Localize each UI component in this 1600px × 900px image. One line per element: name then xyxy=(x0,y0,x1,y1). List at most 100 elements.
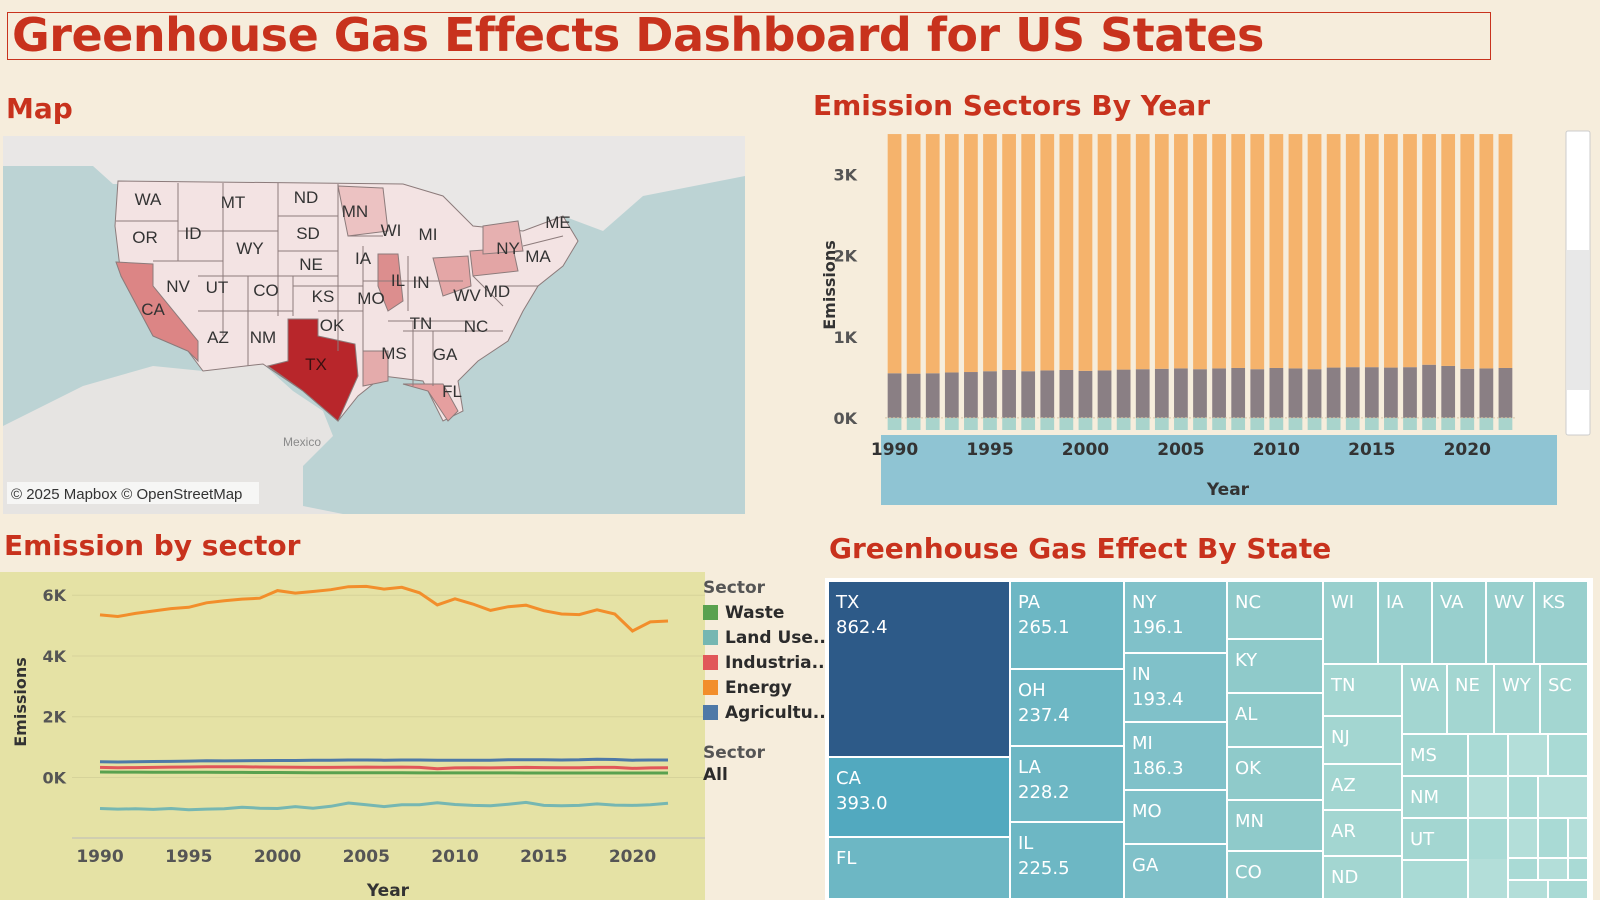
bar-segment-2013-1[interactable] xyxy=(1326,367,1341,418)
treemap-cell-ia[interactable]: IA xyxy=(1379,582,1433,665)
bar-segment-1990-2[interactable] xyxy=(887,134,902,374)
treemap-cell-fl[interactable]: FL xyxy=(829,838,1011,900)
bar-segment-1992-0[interactable] xyxy=(925,417,940,430)
state-shape-ca[interactable] xyxy=(115,261,199,363)
bar-segment-1995-0[interactable] xyxy=(983,417,997,430)
bar-segment-2009-2[interactable] xyxy=(1250,134,1265,370)
treemap-cell-small[interactable] xyxy=(1539,859,1569,881)
treemap-cell-ky[interactable]: KY xyxy=(1228,640,1324,694)
treemap-cell-small[interactable] xyxy=(1539,777,1589,819)
bar-segment-2010-1[interactable] xyxy=(1269,367,1284,418)
bar-segment-2019-2[interactable] xyxy=(1441,134,1456,366)
treemap-cell-small[interactable] xyxy=(1469,819,1509,861)
bar-segment-2001-2[interactable] xyxy=(1097,134,1112,371)
bar-segment-2022-2[interactable] xyxy=(1498,134,1513,368)
bar-segment-1996-0[interactable] xyxy=(1002,417,1016,430)
treemap-cell-wv[interactable]: WV xyxy=(1487,582,1535,665)
bar-segment-2021-2[interactable] xyxy=(1479,134,1494,369)
line-series-waste[interactable] xyxy=(99,770,668,775)
treemap-cell-in[interactable]: IN 193.4 xyxy=(1125,654,1228,723)
treemap-cell-small[interactable] xyxy=(1549,881,1589,900)
treemap-cell-az[interactable]: AZ xyxy=(1324,765,1403,811)
bar-segment-2009-1[interactable] xyxy=(1250,369,1265,418)
treemap-cell-mn[interactable]: MN xyxy=(1228,801,1324,852)
treemap-cell-small[interactable] xyxy=(1569,819,1589,859)
bar-segment-2008-0[interactable] xyxy=(1231,417,1246,430)
state-treemap[interactable]: TX 862.4 CA 393.0 FL PA 265.1 OH 237.4 LA 228.2 IL 2… xyxy=(825,578,1593,900)
state-shape-fl[interactable] xyxy=(402,383,459,422)
bar-segment-2004-2[interactable] xyxy=(1154,134,1169,369)
bar-segment-2012-1[interactable] xyxy=(1307,369,1322,418)
us-state-map[interactable]: Mexico WA MT ND MN ME OR ID SD WI MI WY N xyxy=(3,136,745,514)
bar-segment-2000-1[interactable] xyxy=(1078,370,1093,418)
treemap-cell-ny[interactable]: NY 196.1 xyxy=(1125,582,1228,654)
bar-segment-2014-0[interactable] xyxy=(1345,417,1360,430)
bar-segment-2021-0[interactable] xyxy=(1479,417,1494,430)
bar-segment-2002-1[interactable] xyxy=(1116,369,1131,418)
treemap-cell-pa[interactable]: PA 265.1 xyxy=(1011,582,1125,670)
bar-segment-2019-1[interactable] xyxy=(1441,365,1456,418)
bar-segment-2010-0[interactable] xyxy=(1269,417,1284,430)
bar-segment-1993-2[interactable] xyxy=(944,134,959,373)
treemap-cell-small[interactable] xyxy=(1469,777,1509,819)
bar-segment-2018-0[interactable] xyxy=(1422,417,1436,430)
bar-segment-2005-2[interactable] xyxy=(1174,134,1188,369)
bar-segment-2000-2[interactable] xyxy=(1078,134,1093,371)
bar-segment-2003-2[interactable] xyxy=(1135,134,1150,370)
legend-item-waste[interactable]: Waste xyxy=(703,600,833,625)
line-series-energy[interactable] xyxy=(99,584,669,633)
treemap-cell-wi[interactable]: WI xyxy=(1324,582,1379,665)
treemap-cell-al[interactable]: AL xyxy=(1228,694,1324,748)
treemap-cell-wy[interactable]: WY xyxy=(1495,665,1541,735)
bar-segment-1992-2[interactable] xyxy=(925,134,940,374)
map-attribution[interactable]: © 2025 Mapbox © OpenStreetMap xyxy=(11,486,242,503)
bar-segment-2022-0[interactable] xyxy=(1498,417,1513,430)
bar-segment-1993-0[interactable] xyxy=(944,417,959,430)
bar-segment-2020-2[interactable] xyxy=(1460,134,1475,369)
treemap-cell-small[interactable] xyxy=(1509,735,1549,777)
treemap-cell-co[interactable]: CO xyxy=(1228,852,1324,900)
line-series-landuse[interactable] xyxy=(99,800,669,812)
bar-segment-1990-0[interactable] xyxy=(887,417,902,430)
bar-segment-2000-0[interactable] xyxy=(1078,417,1093,430)
treemap-cell-nd[interactable]: ND xyxy=(1324,857,1403,900)
treemap-cell-small[interactable] xyxy=(1469,735,1509,777)
treemap-cell-oh[interactable]: OH 237.4 xyxy=(1011,670,1125,747)
bar-segment-1991-2[interactable] xyxy=(906,134,921,374)
bar-segment-2002-2[interactable] xyxy=(1116,134,1131,370)
bar-segment-2018-2[interactable] xyxy=(1422,134,1436,365)
legend-item-land-use[interactable]: Land Use.. xyxy=(703,625,833,650)
bar-segment-2003-0[interactable] xyxy=(1135,417,1150,430)
sector-filter-value[interactable]: All xyxy=(703,765,728,785)
treemap-cell-tx[interactable]: TX 862.4 xyxy=(829,582,1011,758)
bar-segment-2015-2[interactable] xyxy=(1364,134,1379,368)
treemap-cell-small[interactable] xyxy=(1509,777,1539,819)
treemap-cell-small[interactable] xyxy=(1569,859,1589,881)
treemap-cell-ca[interactable]: CA 393.0 xyxy=(829,758,1011,838)
bar-segment-2008-2[interactable] xyxy=(1231,134,1246,368)
bar-segment-1994-2[interactable] xyxy=(964,134,978,373)
treemap-cell-sc[interactable]: SC xyxy=(1541,665,1589,735)
bar-segment-1997-1[interactable] xyxy=(1021,371,1036,418)
bar-segment-2017-2[interactable] xyxy=(1403,134,1417,368)
bar-segment-2012-2[interactable] xyxy=(1307,134,1322,370)
bar-segment-1998-1[interactable] xyxy=(1040,370,1055,418)
bar-segment-2001-1[interactable] xyxy=(1097,370,1112,418)
bar-segment-2020-0[interactable] xyxy=(1460,417,1475,430)
treemap-cell-small[interactable] xyxy=(1403,861,1469,900)
treemap-cell-va[interactable]: VA xyxy=(1433,582,1487,665)
treemap-cell-nc[interactable]: NC xyxy=(1228,582,1324,640)
bar-scrollbar-thumb[interactable] xyxy=(1567,250,1589,390)
bar-segment-2008-1[interactable] xyxy=(1231,367,1246,418)
treemap-cell-small[interactable] xyxy=(1509,819,1539,859)
treemap-cell-ms[interactable]: MS xyxy=(1403,735,1469,777)
state-shape-tx[interactable] xyxy=(266,318,359,422)
emission-by-sector-line-chart[interactable]: 0K 2K 4K 6K 1990 1995 2000 2005 2010 2015 2020 Ye… xyxy=(0,572,705,900)
state-shape-mn[interactable] xyxy=(337,185,389,237)
bar-segment-2004-1[interactable] xyxy=(1154,368,1169,418)
bar-segment-1993-1[interactable] xyxy=(944,372,959,418)
bar-segment-2004-0[interactable] xyxy=(1154,417,1169,430)
treemap-cell-la[interactable]: LA 228.2 xyxy=(1011,747,1125,823)
bar-segment-1994-1[interactable] xyxy=(964,372,978,418)
treemap-cell-tn[interactable]: TN xyxy=(1324,665,1403,717)
